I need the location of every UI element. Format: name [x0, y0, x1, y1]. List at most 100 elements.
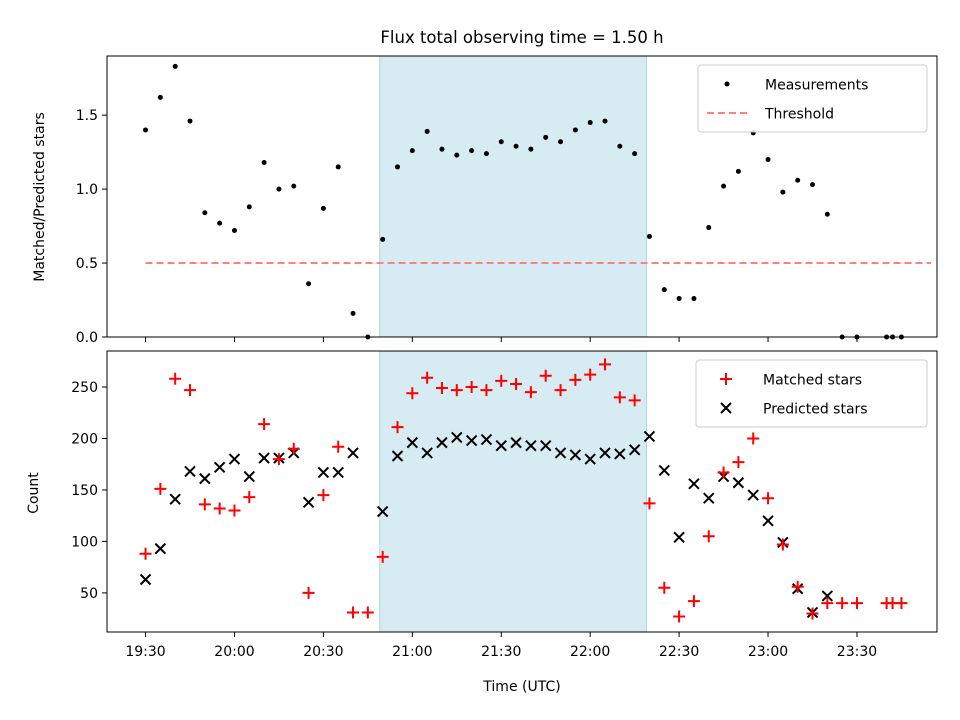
measurement-point	[350, 310, 356, 316]
predicted-star-point	[510, 436, 522, 449]
matched-star-point	[347, 606, 360, 619]
matched-star-point	[169, 372, 182, 385]
predicted-star-point	[406, 436, 419, 449]
matched-star-point	[332, 440, 345, 453]
matched-star-point	[317, 489, 330, 502]
measurement-point	[661, 287, 667, 293]
predicted-star-point	[376, 505, 389, 518]
predicted-star-point	[495, 439, 507, 452]
legend-predicted-marker	[720, 402, 732, 414]
matched-star-point	[850, 597, 863, 610]
bottom-x-axis-ticks: 19:30 20:00 20:30 21:00 21:30 22:00 22:30 23:00…	[125, 632, 877, 660]
bottom-axes-frame	[106, 350, 938, 633]
measurement-points	[143, 63, 904, 340]
bottom-y-axis-ticks: 50 100 150 200 250	[71, 380, 107, 602]
predicted-star-point	[821, 590, 834, 602]
measurement-point	[646, 233, 652, 239]
predicted-star-point	[228, 453, 241, 465]
matched-star-point	[421, 371, 434, 384]
measurement-point	[409, 148, 415, 154]
matched-star-point	[732, 456, 745, 469]
predicted-star-point	[673, 531, 685, 544]
chart-title: Flux total observing time = 1.50 h	[380, 28, 663, 47]
measurement-point	[795, 177, 801, 183]
predicted-star-point	[614, 448, 626, 460]
top-legend: Measurements Threshold	[697, 64, 928, 133]
predicted-star-point	[540, 439, 552, 452]
top-highlight-span	[379, 55, 647, 338]
x-tick-label: 22:00	[570, 644, 610, 660]
measurement-point	[765, 157, 771, 163]
matched-star-point	[747, 432, 760, 445]
measurement-point	[558, 139, 564, 145]
predicted-star-point	[436, 436, 448, 449]
legend-matched-label: Matched stars	[763, 373, 862, 389]
top-y-tick-label: 1.0	[76, 182, 98, 198]
measurement-point	[424, 128, 430, 134]
top-panel: 0.0 0.5 1.0 1.5 Matched/Predicted stars Mea…	[32, 55, 938, 346]
measurement-point	[483, 151, 489, 157]
predicted-star-point	[688, 478, 700, 490]
top-axes-frame	[106, 55, 938, 338]
measurement-point	[469, 148, 475, 154]
matched-star-point	[184, 384, 196, 397]
predicted-star-point	[169, 493, 181, 505]
predicted-star-point	[317, 466, 330, 479]
legend-matched-marker	[720, 373, 732, 385]
predicted-star-point	[213, 461, 226, 474]
matched-star-point	[480, 384, 493, 397]
matched-star-point	[258, 418, 271, 431]
matched-star-point	[228, 504, 241, 517]
legend-measurements-label: Measurements	[765, 78, 868, 94]
matched-star-point	[702, 530, 715, 543]
predicted-star-point	[599, 447, 611, 459]
matched-star-point	[539, 369, 552, 382]
top-legend-box	[697, 64, 928, 133]
legend-threshold-label: Threshold	[764, 107, 834, 123]
measurement-point	[291, 183, 297, 189]
matched-star-point	[361, 606, 374, 619]
bottom-legend-box	[695, 359, 928, 428]
predicted-star-point	[628, 444, 641, 456]
measurement-point	[380, 236, 386, 242]
matched-star-point	[391, 421, 404, 434]
measurement-point	[602, 118, 608, 124]
matched-star-point	[376, 550, 389, 563]
bottom-y-tick-label: 250	[71, 380, 98, 396]
measurement-point	[172, 63, 178, 69]
predicted-star-point	[199, 472, 211, 485]
predicted-star-point	[421, 447, 433, 459]
measurement-point	[276, 186, 282, 192]
x-tick-label: 20:00	[214, 644, 254, 660]
predicted-star-point	[762, 515, 774, 527]
matched-star-point	[806, 607, 819, 620]
matched-star-point	[302, 586, 315, 599]
bottom-highlight-span	[379, 350, 647, 633]
predicted-star-point	[584, 453, 596, 465]
predicted-star-point	[139, 573, 152, 586]
measurement-point	[572, 127, 578, 133]
legend-measurements-marker	[724, 81, 730, 87]
x-tick-label: 22:30	[659, 644, 699, 660]
matched-star-point	[495, 374, 508, 387]
top-y-tick-label: 1.5	[76, 108, 98, 124]
matched-star-point	[643, 497, 656, 510]
measurement-point	[587, 120, 593, 126]
predicted-stars-points	[139, 430, 834, 619]
bottom-y-tick-label: 200	[71, 431, 98, 447]
matched-star-point	[762, 492, 775, 505]
matched-star-point	[613, 391, 626, 404]
matched-star-point	[821, 597, 834, 610]
x-tick-label: 21:00	[392, 644, 432, 660]
matched-star-point	[510, 377, 523, 390]
matched-star-point	[465, 381, 478, 394]
top-y-tick-label: 0.0	[76, 330, 98, 346]
measurement-point	[810, 182, 815, 188]
matched-star-point	[895, 597, 908, 610]
measurement-point	[202, 210, 208, 216]
matched-star-point	[406, 387, 419, 400]
bottom-y-tick-label: 100	[71, 534, 98, 550]
predicted-star-point	[391, 450, 404, 462]
matched-star-point	[524, 386, 537, 399]
